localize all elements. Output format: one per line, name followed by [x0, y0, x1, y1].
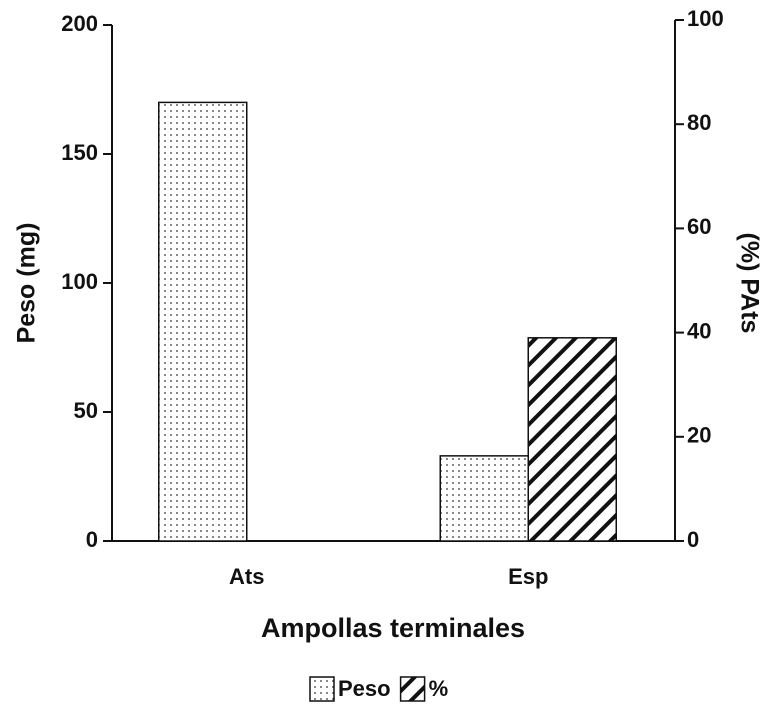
y-axis-label: Peso (mg) — [13, 223, 41, 344]
legend-label: % — [429, 676, 449, 701]
y2-tick-label: 0 — [687, 527, 699, 552]
y-tick-label: 0 — [86, 527, 98, 552]
legend-swatch — [309, 676, 335, 702]
y2-axis-label: (%) PAts — [735, 233, 763, 334]
bar — [527, 337, 617, 542]
x-axis-label: Ampollas terminales — [261, 613, 525, 643]
bar — [158, 101, 248, 542]
y-tick-label: 200 — [61, 11, 98, 36]
x-tick-label: Esp — [508, 564, 548, 589]
y2-tick-label: 20 — [687, 423, 711, 448]
y-tick-label: 50 — [74, 398, 98, 423]
y2-tick-label: 80 — [687, 110, 711, 135]
y-tick-label: 150 — [61, 140, 98, 165]
y2-tick-label: 60 — [687, 214, 711, 239]
legend-label: Peso — [338, 676, 391, 701]
legend-swatch — [399, 676, 426, 702]
y-tick-label: 100 — [61, 269, 98, 294]
y2-tick-label: 40 — [687, 318, 711, 343]
bar — [439, 455, 529, 542]
x-tick-label: Ats — [229, 564, 264, 589]
y2-tick-label: 100 — [687, 6, 724, 31]
